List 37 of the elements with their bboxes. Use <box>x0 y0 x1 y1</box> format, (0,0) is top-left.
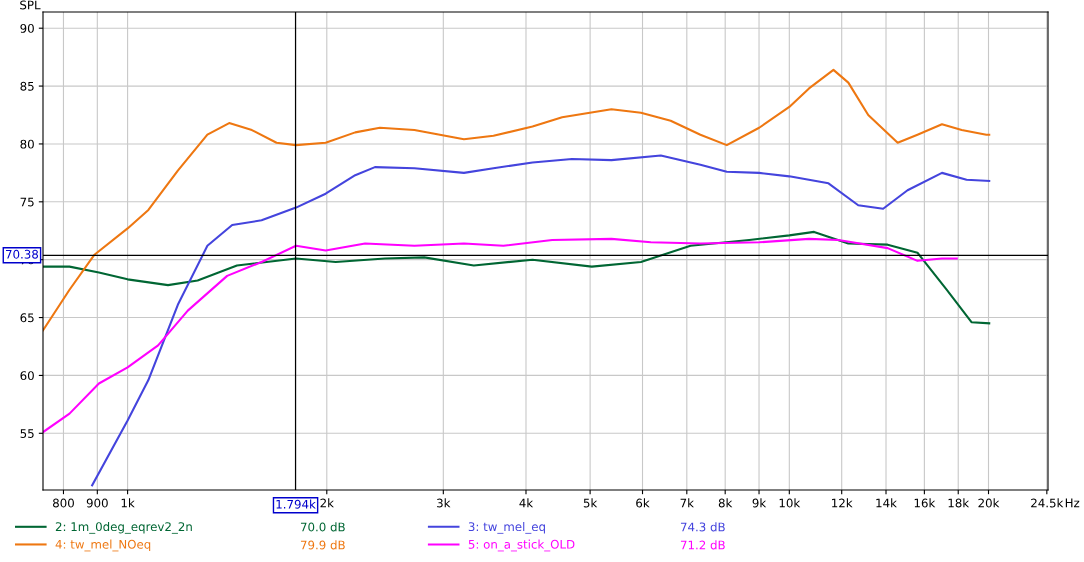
x-tick-label: 1k <box>121 498 135 508</box>
text: 70.0 dB <box>300 522 345 532</box>
x-tick-label: 10k <box>779 498 801 508</box>
x-tick-label: 9k <box>752 498 767 508</box>
x-tick-label: 3k <box>437 498 451 508</box>
x-tick-label: 7k <box>680 498 694 508</box>
legend-label: 3: tw_mel_eq <box>468 521 545 534</box>
x-tick-label: 800 <box>53 498 74 508</box>
y-axis-title: SPL <box>20 0 41 10</box>
y-tick-label: 60 <box>20 371 34 381</box>
x-tick-label: 18k <box>948 498 970 508</box>
text: 71.2 dB <box>680 540 725 550</box>
x-tick-label: 6k <box>636 498 650 508</box>
x-tick-label: 900 <box>86 498 108 508</box>
x-tick-label: 12k <box>832 498 853 508</box>
x-axis-title: Hz <box>1065 498 1080 508</box>
x-tick-label: 24.5k <box>1031 498 1064 508</box>
y-tick-label: 80 <box>20 139 34 149</box>
x-tick-label: 2k <box>320 498 334 508</box>
legend-label: 4: tw_mel_NOeq <box>55 539 151 552</box>
text: 79.9 dB <box>300 540 345 550</box>
x-tick-label: 8k <box>718 498 733 508</box>
x-tick-label: 5k <box>583 498 598 508</box>
ref-line-label: 70.38 <box>6 249 39 259</box>
y-tick-label: 90 <box>20 23 34 33</box>
ref-line-label: 1.794k <box>276 499 316 509</box>
y-tick-label: 85 <box>20 81 34 91</box>
y-tick-label: 75 <box>20 197 34 207</box>
legend-label: 5: on_a_stick_OLD <box>468 539 575 552</box>
x-tick-label: 14k <box>876 498 897 508</box>
x-tick-label: 16k <box>914 498 936 508</box>
x-tick-label: 20k <box>978 498 1000 508</box>
y-tick-label: 65 <box>20 313 34 323</box>
text: 74.3 dB <box>680 522 725 532</box>
x-tick-label: 4k <box>519 498 534 508</box>
y-tick-label: 55 <box>20 429 34 438</box>
legend-label: 2: 1m_0deg_eqrev2_2n <box>55 521 192 534</box>
